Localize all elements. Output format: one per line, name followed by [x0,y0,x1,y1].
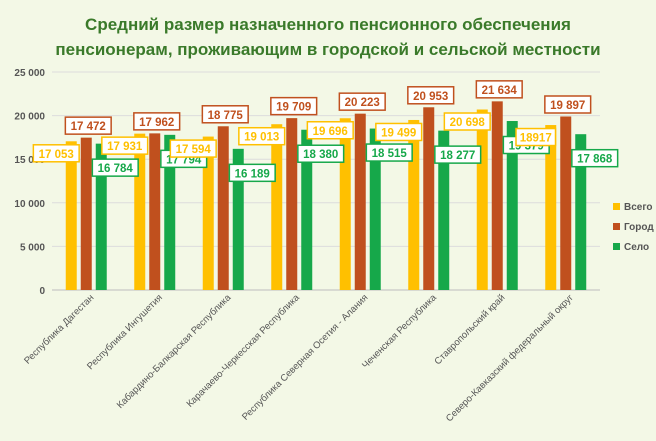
y-tick-label: 15 000 [14,155,45,166]
data-label: 17 868 [577,154,613,166]
category-label: Ставропольский край [432,292,507,367]
bar-village [95,143,107,290]
data-label-box [434,145,482,164]
y-tick-label: 10 000 [14,199,45,210]
bar-city [423,107,435,290]
data-label-box [201,105,249,124]
bar-village [369,128,381,290]
y-axis: 0 5 000 10 000 15 000 20 000 25 000 [14,68,45,297]
category-label: Чеченская Республика [360,292,439,371]
data-label: 18 380 [303,149,338,161]
data-label: 20 953 [413,91,448,103]
data-label: 17 594 [176,144,212,156]
data-label: 20 698 [450,117,486,129]
data-label: 16 189 [235,168,270,180]
category-label: Республика Северная Осетия - Алания [240,292,370,422]
category-label: Республика Ингушетия [85,292,165,372]
y-tick-label: 20 000 [14,112,45,123]
y-tick-label: 5 000 [20,242,45,253]
data-label-box [228,163,276,183]
data-label-box [515,127,557,147]
data-label: 21 634 [482,85,518,97]
data-label-box [169,139,217,158]
data-label-box [91,158,139,177]
bar-village [232,148,244,290]
data-label-box [32,144,80,163]
legend-swatch [613,203,620,210]
gridlines [52,71,600,291]
data-label: 20 223 [345,97,380,109]
legend-label: Всего [624,202,653,213]
legend-label: Город [624,222,654,233]
data-label-box [338,92,386,111]
bar-village [164,134,176,290]
data-label: 17 931 [107,141,143,153]
legend-swatch [613,243,620,250]
bar-total [545,125,557,290]
data-label: 19 696 [313,126,348,138]
bar-city [217,126,229,290]
data-label-box [443,112,491,131]
bar-total [202,136,214,290]
bar-total [271,124,283,291]
data-label-box [297,144,345,163]
bar-total [476,109,488,290]
bar-total [408,119,420,290]
chart-title-line-1: Средний размер назначенного пенсионного … [85,15,571,34]
data-label-box [375,122,423,142]
data-label: 19 499 [381,127,416,139]
data-label-box [64,116,112,135]
bar-city [354,113,366,290]
bar-village [438,130,450,290]
data-label-box [238,126,286,146]
data-label: 18 775 [208,110,244,122]
bar-total [339,118,351,290]
bar-city [560,116,572,290]
data-label-box [407,86,455,105]
bar-total [65,141,77,290]
data-label: 17 472 [71,121,106,133]
data-label-box [133,112,181,131]
legend: Всего Город Село [613,202,654,253]
legend-swatch [613,223,620,230]
chart-title-line-2: пенсионерам, проживающим в городской и с… [55,40,600,59]
bar-village [506,121,518,290]
bars [65,101,587,291]
bar-village [575,134,587,290]
data-label: 19 897 [550,100,585,112]
data-label-box [475,80,523,99]
data-label: 19 013 [244,132,279,144]
legend-label: Село [624,242,649,253]
y-tick-label: 25 000 [14,68,45,79]
data-label-box [270,96,318,116]
data-label: 17 053 [39,149,74,161]
data-label: 18 277 [440,150,475,162]
data-label-box [571,148,619,168]
bar-total [134,133,146,290]
data-label-box [306,121,354,140]
bar-city [491,101,503,290]
data-label: 18 515 [372,148,408,160]
data-label: 18917 [520,133,552,145]
category-label: Кабардино-Балкарская Республика [115,292,234,411]
data-label: 17 962 [139,117,174,129]
category-label: Северо-Кавказский федеральный округ [444,292,576,424]
data-label-box [101,136,149,155]
bar-city [149,133,161,290]
data-label: 19 709 [276,102,311,114]
data-label-box [544,95,592,114]
data-label-box [365,143,413,162]
data-label: 16 784 [98,163,134,175]
bar-city [80,137,92,290]
category-label: Республика Дагестан [22,292,96,366]
y-tick-label: 0 [39,286,45,297]
category-label: Карачаево-Черкесская Республика [185,292,303,410]
bar-city [286,118,298,291]
bar-village [301,129,313,290]
